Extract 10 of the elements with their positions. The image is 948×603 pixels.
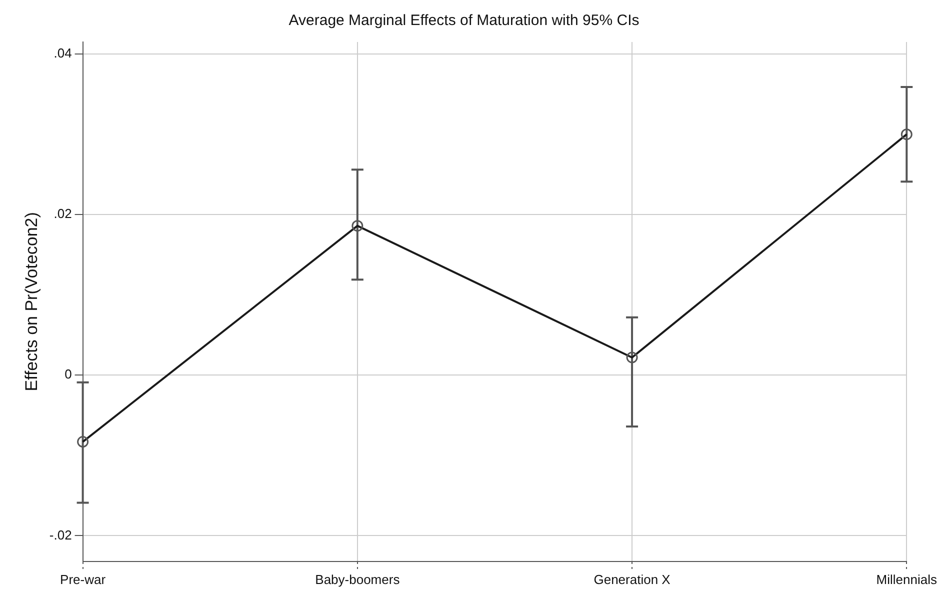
x-tick-label: Pre-war: [60, 572, 106, 587]
x-tick-label: Baby-boomers: [315, 572, 400, 587]
y-tick-label: 0: [64, 366, 72, 382]
y-tick-label: .04: [54, 46, 72, 61]
y-tick-label: -.02: [49, 527, 72, 542]
x-tick-label: Generation X: [594, 572, 671, 587]
chart-title: Average Marginal Effects of Maturation with 95% CIs: [288, 12, 640, 30]
y-tick-label: .02: [54, 206, 72, 222]
y-axis-title: Effects on Pr(Votecon2): [22, 212, 41, 392]
x-tick-label: Millennials: [876, 572, 938, 587]
